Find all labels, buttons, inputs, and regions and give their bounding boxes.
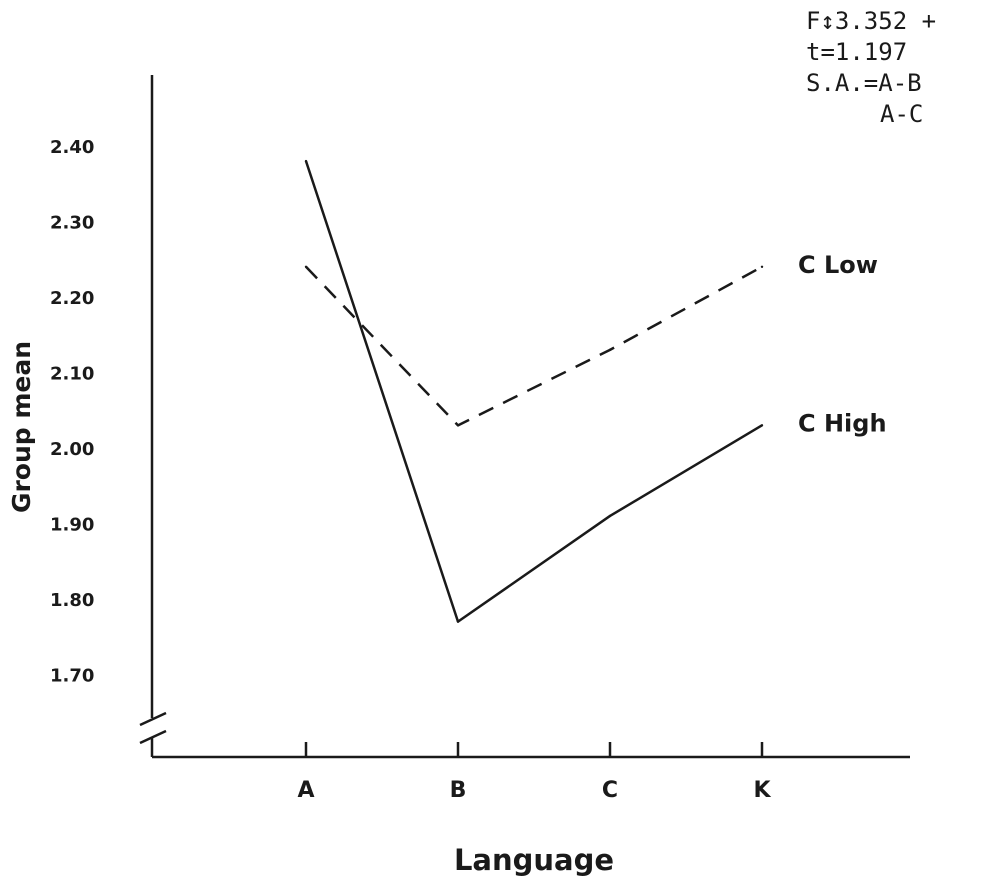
data-point [760, 424, 764, 427]
x-tick-label: B [450, 778, 467, 803]
y-axis-label: Group mean [7, 341, 36, 513]
y-tick-label: 2.10 [50, 364, 94, 385]
y-tick-labels: 2.40 2.30 2.20 2.10 2.00 1.90 1.80 1.70 [50, 137, 94, 687]
y-tick-label: 2.40 [50, 137, 94, 158]
data-point [456, 424, 460, 427]
data-point [760, 265, 764, 268]
annotation-sa-2: A-C [880, 100, 923, 128]
annotation-t-value: t=1.197 [806, 38, 907, 66]
y-tick-label: 1.70 [50, 666, 94, 687]
axis-break-mark [139, 711, 167, 727]
annotation-f-value: F↕3.352 + [806, 7, 936, 35]
annotation-sa-1: S.A.=A-B [806, 69, 922, 97]
y-tick-label: 1.80 [50, 590, 94, 611]
data-point [456, 620, 460, 623]
series-label: C Low [798, 251, 878, 279]
series-lines [304, 159, 764, 623]
x-axis-label: Language [454, 843, 614, 877]
y-tick-label: 2.30 [50, 213, 94, 234]
data-point [304, 265, 308, 268]
data-point [304, 159, 308, 163]
data-point [608, 348, 612, 352]
x-tick-label: C [602, 778, 618, 803]
y-tick-label: 2.20 [50, 288, 94, 309]
x-tick-label: K [753, 778, 771, 803]
data-point [608, 514, 612, 518]
series-label: C High [798, 409, 887, 437]
y-tick-label: 1.90 [50, 515, 94, 536]
series-line-c-high [304, 160, 763, 623]
stats-annotation: F↕3.352 + t=1.197 S.A.=A-B A-C [806, 7, 936, 128]
y-tick-label: 2.00 [50, 439, 94, 460]
axis-break-mark [139, 729, 167, 745]
axes [139, 75, 910, 759]
series-labels: C Low C High [798, 251, 887, 438]
series-line-c-low [305, 265, 763, 427]
x-tick-label: A [297, 778, 314, 803]
